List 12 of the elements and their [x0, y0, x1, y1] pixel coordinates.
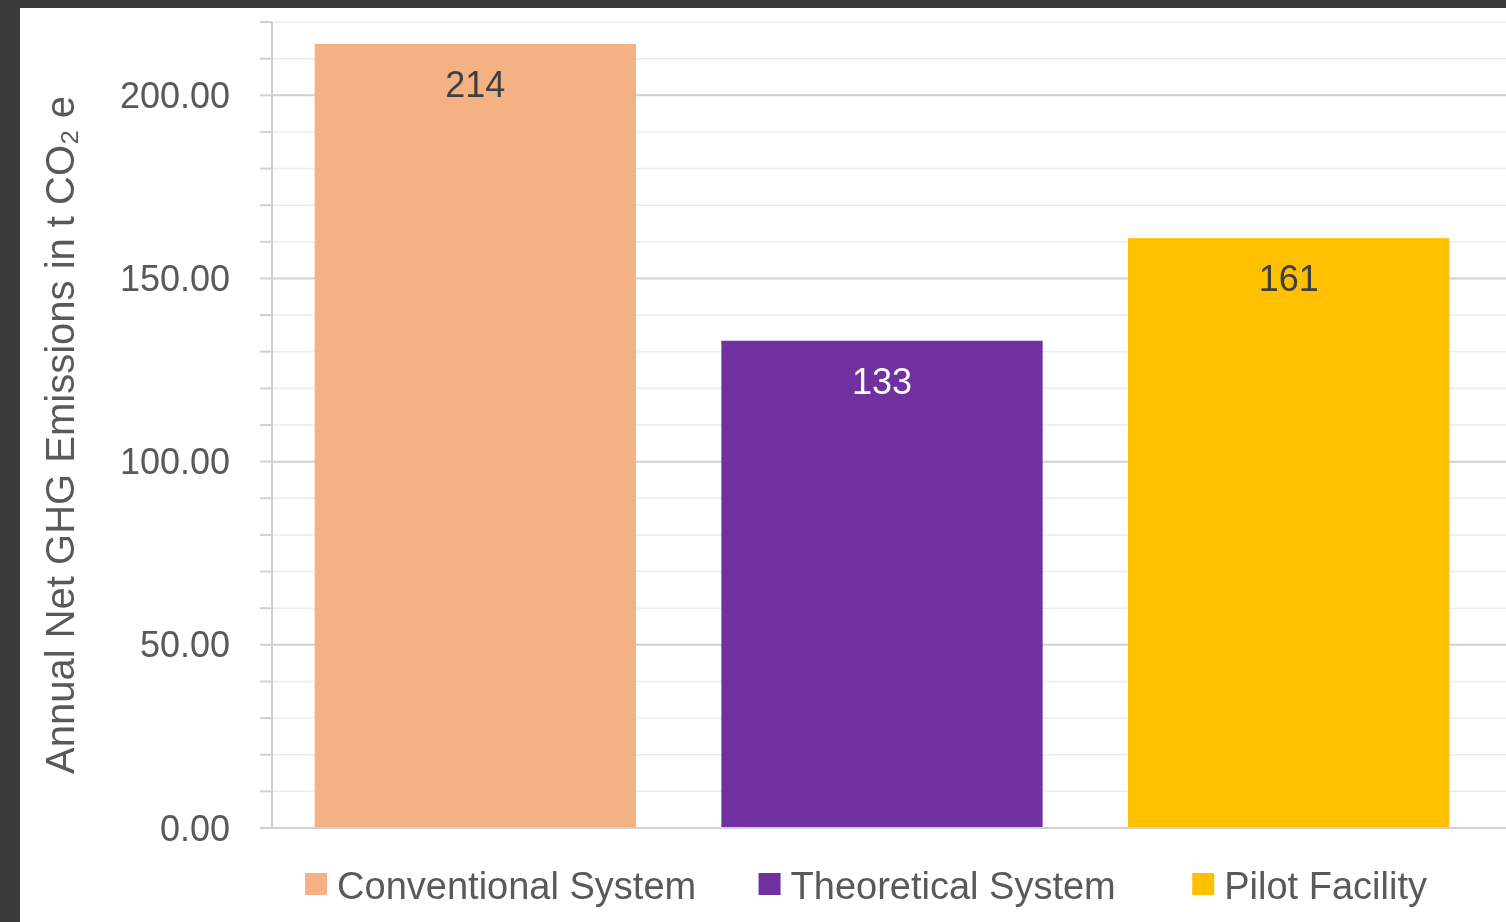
legend-label: Theoretical System [790, 865, 1116, 908]
data-label: 214 [445, 63, 506, 105]
legend-label: Conventional System [337, 865, 697, 908]
y-tick-label: 200.00 [119, 74, 230, 116]
legend-label: Pilot Facility [1224, 865, 1427, 908]
y-tick-label: 150.00 [119, 258, 230, 300]
y-axis-title: Annual Net GHG Emissions in t CO₂ e [38, 96, 82, 774]
data-label: 133 [851, 360, 913, 402]
y-tick-label: 100.00 [119, 441, 230, 483]
y-tick-label: 50.00 [139, 624, 230, 666]
data-label: 161 [1258, 258, 1319, 300]
y-tick-label: 0.00 [159, 807, 230, 849]
